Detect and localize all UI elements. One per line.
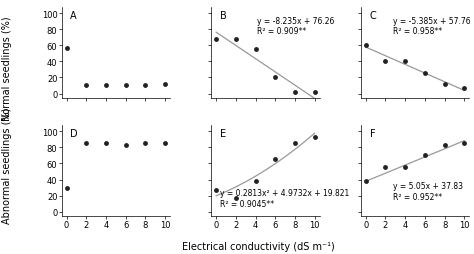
Point — [272, 76, 279, 80]
Point — [461, 87, 468, 91]
Point — [362, 179, 370, 183]
Point — [161, 142, 169, 146]
Text: A: A — [70, 11, 77, 21]
Point — [142, 142, 149, 146]
Text: Electrical conductivity (dS m⁻¹): Electrical conductivity (dS m⁻¹) — [182, 242, 335, 251]
Point — [311, 135, 319, 139]
Point — [122, 143, 129, 147]
Point — [401, 166, 409, 170]
Text: C: C — [370, 11, 376, 21]
Point — [252, 48, 259, 52]
Point — [291, 142, 299, 146]
Point — [421, 154, 428, 158]
Point — [63, 186, 70, 190]
Text: y = 0.2813x² + 4.9732x + 19.821
R² = 0.9045**: y = 0.2813x² + 4.9732x + 19.821 R² = 0.9… — [220, 189, 349, 208]
Point — [142, 84, 149, 88]
Point — [252, 179, 259, 183]
Point — [382, 60, 389, 64]
Point — [212, 188, 220, 192]
Text: Abnormal seedlings (%): Abnormal seedlings (%) — [2, 107, 12, 223]
Point — [102, 142, 110, 146]
Point — [161, 83, 169, 87]
Point — [272, 158, 279, 162]
Point — [63, 46, 70, 51]
Point — [82, 142, 90, 146]
Point — [291, 90, 299, 94]
Point — [232, 196, 240, 200]
Point — [232, 38, 240, 42]
Point — [311, 90, 319, 94]
Point — [461, 142, 468, 146]
Text: Normal seedlings (%): Normal seedlings (%) — [2, 17, 12, 121]
Point — [441, 83, 448, 87]
Point — [382, 166, 389, 170]
Point — [212, 38, 220, 42]
Point — [401, 60, 409, 64]
Text: F: F — [370, 129, 375, 139]
Point — [122, 84, 129, 88]
Text: y = -5.385x + 57.76
R² = 0.958**: y = -5.385x + 57.76 R² = 0.958** — [393, 17, 471, 36]
Point — [82, 84, 90, 88]
Point — [421, 72, 428, 76]
Point — [362, 44, 370, 48]
Point — [441, 143, 448, 147]
Text: D: D — [70, 129, 78, 139]
Text: B: B — [220, 11, 227, 21]
Text: y = -8.235x + 76.26
R² = 0.909**: y = -8.235x + 76.26 R² = 0.909** — [257, 17, 334, 36]
Text: y = 5.05x + 37.83
R² = 0.952**: y = 5.05x + 37.83 R² = 0.952** — [393, 182, 464, 201]
Point — [102, 84, 110, 88]
Text: E: E — [220, 129, 226, 139]
